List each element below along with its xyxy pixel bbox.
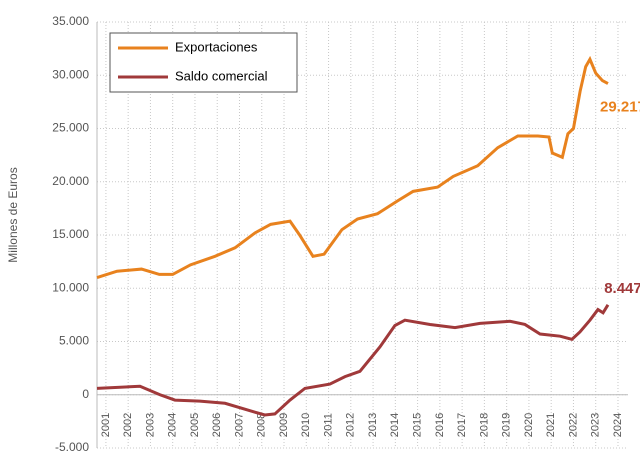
x-tick-label: 2018 xyxy=(478,413,490,437)
x-tick-label: 2016 xyxy=(434,413,446,437)
x-tick-label: 2007 xyxy=(233,413,245,437)
x-tick-label: 2003 xyxy=(144,413,156,437)
y-tick-label: 25.000 xyxy=(52,121,89,135)
x-tick-label: 2004 xyxy=(167,413,179,437)
y-tick-label: 35.000 xyxy=(52,14,89,28)
x-tick-label: 2011 xyxy=(322,413,334,437)
y-tick-label: 15.000 xyxy=(52,227,89,241)
x-tick-label: 2010 xyxy=(300,413,312,437)
x-tick-label: 2006 xyxy=(211,413,223,437)
y-axis-label: Millones de Euros xyxy=(6,167,20,262)
data-label: 8.447 xyxy=(604,280,640,297)
y-tick-label: 30.000 xyxy=(52,67,89,81)
x-tick-label: 2001 xyxy=(100,413,112,437)
x-tick-label: 2022 xyxy=(567,413,579,437)
y-tick-label: 5.000 xyxy=(59,334,89,348)
x-tick-label: 2013 xyxy=(367,413,379,437)
series-line xyxy=(96,304,610,417)
x-tick-label: 2005 xyxy=(189,413,201,437)
x-tick-label: 2012 xyxy=(345,413,357,437)
legend-box xyxy=(109,32,298,93)
x-tick-label: 2008 xyxy=(256,413,268,437)
legend-label: Saldo comercial xyxy=(175,68,268,83)
x-tick-label: 2014 xyxy=(389,413,401,437)
x-tick-label: 2002 xyxy=(122,413,134,437)
series-line xyxy=(96,55,609,280)
x-tick-label: 2019 xyxy=(501,413,513,437)
data-label: 29.217 xyxy=(600,99,640,116)
y-tick-label: -5.000 xyxy=(55,440,89,454)
x-tick-label: 2009 xyxy=(278,413,290,437)
y-tick-label: 20.000 xyxy=(52,174,89,188)
x-tick-label: 2021 xyxy=(545,413,557,437)
y-tick-label: 0 xyxy=(82,387,89,401)
legend-label: Exportaciones xyxy=(175,39,258,54)
x-tick-label: 2017 xyxy=(456,413,468,437)
x-tick-label: 2015 xyxy=(412,413,424,437)
y-tick-label: 10.000 xyxy=(52,280,89,294)
x-tick-label: 2023 xyxy=(590,413,602,437)
x-tick-label: 2020 xyxy=(523,413,535,437)
x-tick-label: 2024 xyxy=(612,413,624,437)
